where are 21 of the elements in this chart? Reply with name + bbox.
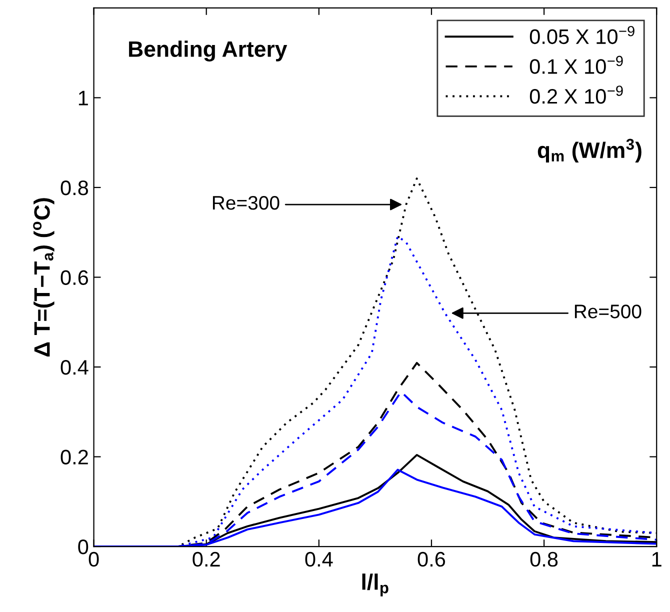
y-tick-label: 0 [78, 540, 88, 554]
x-tick-label: 0 [88, 552, 99, 567]
x-tick-label: 0.8 [530, 552, 558, 567]
y-tick-label: 0.6 [60, 270, 88, 285]
x-tick-label: 0.6 [418, 552, 446, 567]
y-tick-label: 0.8 [60, 180, 88, 196]
legend-label: 0.2 X 10$^{−9}$ [530, 86, 623, 104]
legend-label: 0.05 X 10$^{−9}$ [530, 26, 634, 44]
y-tick-label: 0.2 [60, 450, 88, 465]
x-axis-title: l/l$_{p}$ [362, 574, 388, 596]
y-tick-label: 0.4 [60, 360, 88, 375]
x-tick-label: 0.2 [192, 552, 220, 567]
x-tick-label: 1 [652, 552, 662, 566]
text: Bending Artery [129, 40, 288, 62]
legend-title: q$_{m}$ (W/m$^{3}$) [538, 138, 642, 162]
y-tick-label: 1 [78, 90, 88, 106]
legend-label: 0.1 X 10$^{−9}$ [530, 56, 623, 74]
annotation: Re=300 [212, 196, 280, 210]
x-tick-label: 0.4 [305, 552, 333, 567]
annotation: Re=500 [574, 304, 642, 318]
y-axis-title: Δ T=(T−T$_{a}$) ($^{o}$C) [33, 198, 54, 357]
